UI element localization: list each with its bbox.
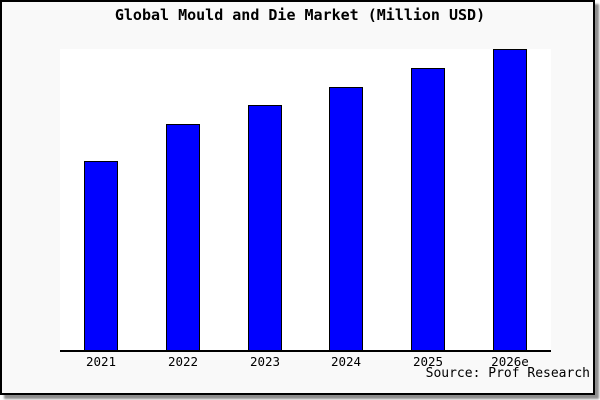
x-tick-label: 2021 [85,354,117,369]
bar-2023 [248,105,282,350]
source-label: Source: Prof Research [425,366,590,381]
bar-2026e [493,49,527,350]
x-tick-label: 2025 [412,354,444,369]
x-tick-label: 2024 [330,354,362,369]
plot-area [60,49,551,352]
bar-2022 [166,124,200,350]
x-tick-label: 2022 [167,354,199,369]
x-tick-label: 2023 [249,354,281,369]
x-tick-label: 2026e [491,354,529,369]
chart-title: Global Mould and Die Market (Million USD… [114,6,486,24]
bar-2021 [84,161,118,350]
bar-2024 [329,87,363,350]
bar-2025 [411,68,445,350]
x-axis-labels: 2021 2022 2023 2024 2025 2026e [0,354,600,370]
